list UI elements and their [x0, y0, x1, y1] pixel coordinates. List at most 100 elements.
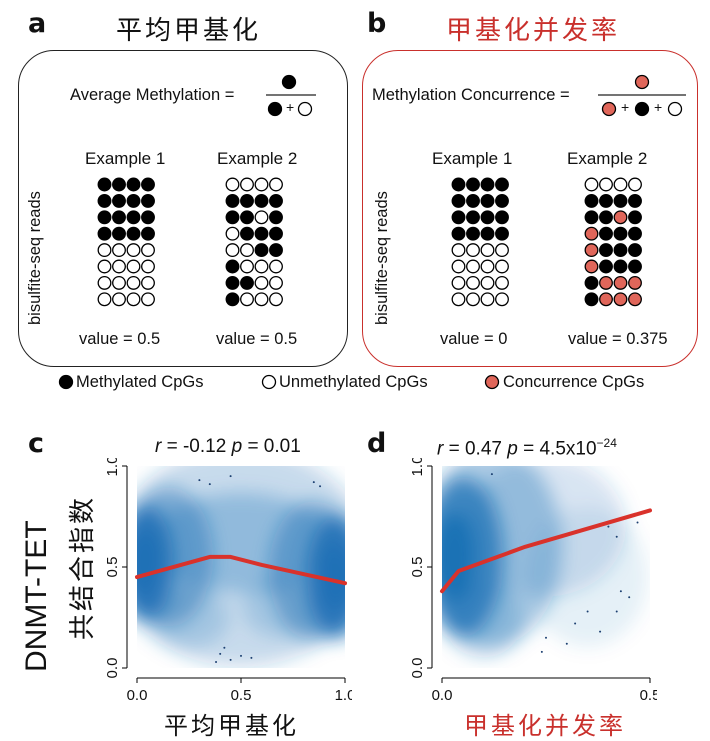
concurrence-cpg [613, 275, 628, 290]
density-cloud [442, 466, 648, 658]
methylated-cpg [112, 177, 126, 192]
methylated-cpg [613, 259, 628, 274]
unmethylated-cpg [451, 275, 466, 290]
methylated-cpg [126, 210, 141, 225]
panel-d-r-value: = 0.47 [448, 438, 502, 460]
panel-a-example1-title: Example 1 [85, 149, 166, 168]
methylated-cpg [466, 210, 480, 225]
methylated-cpg [495, 226, 509, 241]
methylated-cpg [269, 243, 283, 258]
outlier-point [198, 479, 201, 482]
legend-unmethylated-icon [261, 374, 277, 390]
concurrence-cpg [628, 292, 642, 307]
unmethylated-cpg [112, 292, 126, 307]
unmethylated-cpg [97, 292, 112, 307]
unmethylated-cpg [240, 243, 254, 258]
unmethylated-cpg [613, 177, 628, 192]
unmethylated-cpg [225, 243, 240, 258]
panel-b-formula-plus-2: + [654, 99, 663, 115]
methylated-cpg [225, 259, 240, 274]
outlier-point [215, 660, 218, 663]
panel-letter-b: b [367, 8, 387, 39]
outlier-point [586, 610, 589, 613]
methylated-cpg [628, 193, 642, 208]
concurrence-cpg [584, 259, 599, 274]
panel-b-formula-plus-1: + [621, 99, 630, 115]
methylated-cpg [599, 226, 613, 241]
outlier-point [250, 656, 253, 659]
legend-methylated-icon [58, 374, 74, 390]
panel-a-box [18, 50, 348, 367]
panel-a-example2-reads [225, 177, 283, 307]
panel-a-formula-plus: + [286, 99, 295, 115]
methylated-cpg [495, 177, 509, 192]
methylated-cpg [254, 243, 269, 258]
unmethylated-cpg [97, 243, 112, 258]
unmethylated-cpg [254, 210, 269, 225]
unmethylated-cpg [254, 259, 269, 274]
methylated-cpg [599, 259, 613, 274]
methylated-cpg [240, 275, 254, 290]
x-tick-label: 0.5 [231, 687, 252, 704]
outlier-point [219, 652, 222, 655]
methylated-cpg [480, 193, 495, 208]
outlier-point [319, 485, 322, 488]
methylated-cpg [126, 193, 141, 208]
panel-b-y-label: bisulfite-seq reads [373, 191, 391, 325]
outlier-point [599, 630, 602, 633]
shared-y-title: DNMT-TET [20, 520, 53, 672]
methylated-cpg [225, 193, 240, 208]
methylated-cpg [451, 193, 466, 208]
panel-b-example1-title: Example 1 [432, 149, 513, 168]
methylated-cpg [495, 193, 509, 208]
unmethylated-cpg [269, 177, 283, 192]
unmethylated-cpg [225, 177, 240, 192]
panel-d-p-label: p [507, 438, 518, 460]
panel-c-r-label: r [155, 436, 162, 457]
unmethylated-cpg [269, 259, 283, 274]
panel-letter-a: a [28, 8, 47, 39]
legend-methylated-label: Methylated CpGs [76, 373, 204, 391]
unmethylated-cpg [495, 259, 509, 274]
outlier-point [615, 610, 618, 613]
unmethylated-cpg [112, 275, 126, 290]
unmethylated-cpg [451, 243, 466, 258]
outlier-point [229, 658, 232, 661]
panel-b-example2-title: Example 2 [567, 149, 648, 168]
outlier-point [540, 650, 543, 653]
unmethylated-cpg [254, 177, 269, 192]
methylated-cpg [141, 210, 155, 225]
unmethylated-cpg [495, 275, 509, 290]
outlier-point [312, 481, 315, 484]
methylated-cpg [480, 210, 495, 225]
panel-a-formula-label: Average Methylation = [70, 86, 235, 104]
outlier-point [636, 521, 639, 524]
methylated-cpg [126, 177, 141, 192]
legend-concurrence-label: Concurrence CpGs [503, 373, 645, 391]
unmethylated-cpg [141, 292, 155, 307]
panel-b-example2-reads [584, 177, 642, 307]
methylated-cpg [613, 226, 628, 241]
panel-a-example1-reads [97, 177, 155, 307]
methylated-cpg [254, 226, 269, 241]
unmethylated-cpg [495, 243, 509, 258]
panel-a-example2-title: Example 2 [217, 149, 298, 168]
methylated-cpg [141, 177, 155, 192]
panel-c-p-label: p [231, 436, 243, 457]
unmethylated-cpg [495, 292, 509, 307]
panel-a-title: 平均甲基化 [116, 16, 262, 46]
methylated-cpg [269, 226, 283, 241]
methylated-cpg [599, 210, 613, 225]
x-tick-label: 0.5 [640, 687, 657, 704]
panel-c-stats: r = -0.12 p = 0.01 [155, 436, 301, 458]
unmethylated-circle-icon [297, 101, 313, 117]
outlier-point [628, 596, 631, 599]
unmethylated-cpg [126, 275, 141, 290]
panel-c-scatter-chart: 0.0 0.5 1.0 0.0 0.5 1.0 [104, 458, 352, 704]
methylated-cpg [628, 210, 642, 225]
unmethylated-cpg [269, 275, 283, 290]
methylated-cpg [584, 292, 599, 307]
methylated-cpg [466, 193, 480, 208]
unmethylated-cpg [126, 243, 141, 258]
outlier-point [619, 590, 622, 593]
